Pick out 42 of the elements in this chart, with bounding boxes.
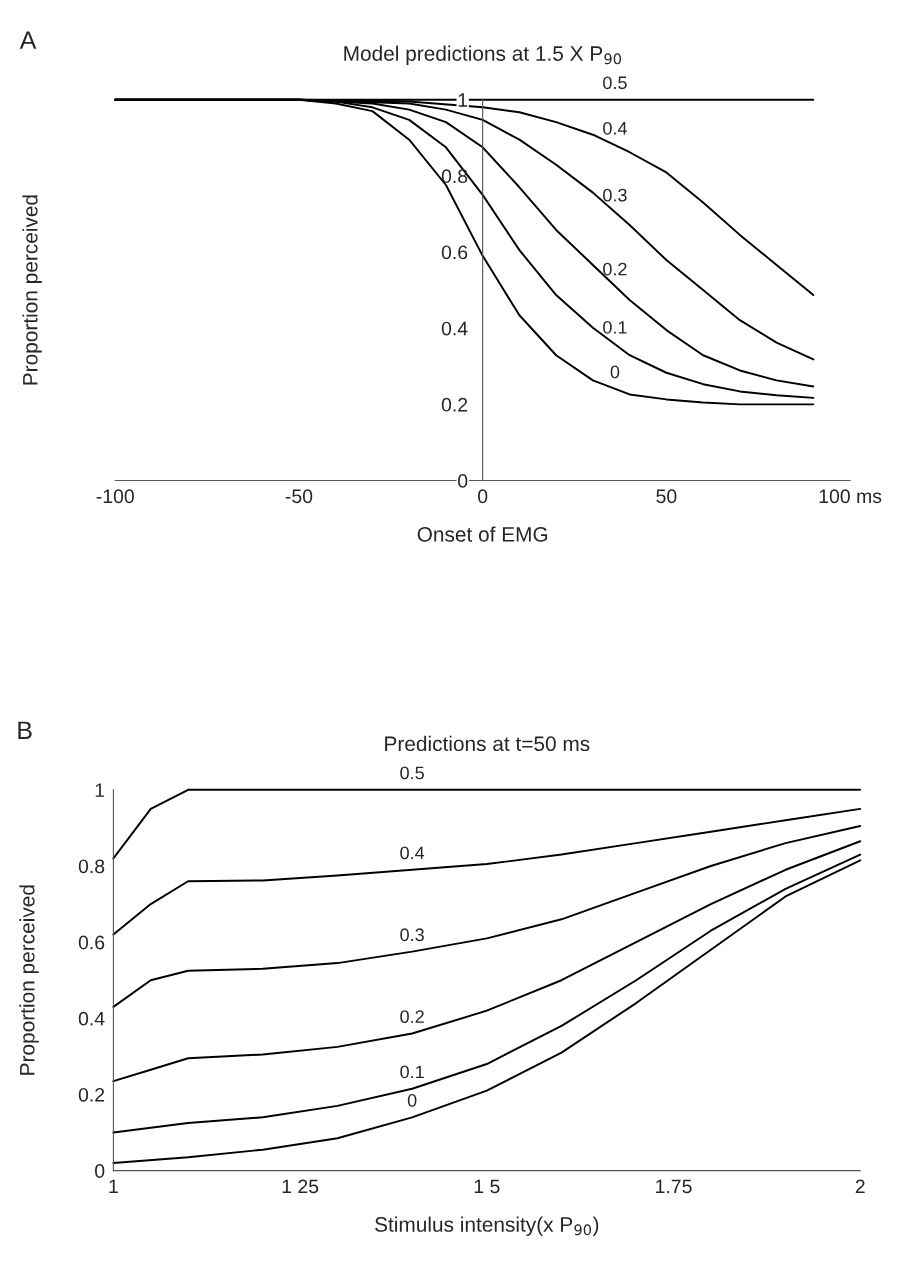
y-axis-title: Proportion perceived [19,885,39,1075]
x-tick-label: 1 [109,1179,118,1194]
x-axis-title: Onset of EMG [417,526,548,542]
x-tick-label: 1.75 [656,1179,692,1194]
y-axis-title: Proportion perceived [22,195,42,385]
text: A [19,31,37,49]
y-tick-label: 0.6 [441,245,468,260]
y-tick-label: 0 [458,474,468,488]
series-label: 0.2 [400,1010,424,1024]
y-tick-label: 0.2 [78,1087,105,1102]
chart-title: Model predictions at 1.5 X P$_{90}$ [344,45,622,66]
x-tick-label: 100 ms [819,489,882,504]
series-label: 0.5 [603,76,627,90]
y-tick-label: 0.6 [78,935,105,950]
series-label: 0.3 [400,928,424,942]
y-tick-label: 1 [95,783,105,797]
y-tick-label: 0 [95,1164,105,1178]
y-tick-label: 0.4 [441,321,468,336]
x-tick-label: -50 [285,489,313,504]
x-tick-label: 0 [478,489,488,504]
series-label: 0.1 [400,1065,424,1079]
series-label: 0.1 [603,320,627,334]
series-label: 0.3 [603,188,627,202]
y-tick-label: 1 [458,93,468,107]
y-tick-label: 0.8 [78,859,105,874]
x-tick-label: 2 [855,1179,865,1194]
x-tick-label: 1 25 [282,1179,319,1194]
text: B [18,721,32,739]
x-tick-label: 1 5 [474,1179,500,1194]
series-label: 0 [407,1094,417,1107]
x-tick-label: -100 [96,489,134,504]
series-label: 0 [610,365,620,379]
chart-title: Predictions at t=50 ms [385,735,590,752]
y-tick-label: 0.8 [441,169,468,184]
x-axis-title: Stimulus intensity(x P$_{90}$) [375,1216,599,1236]
series-label: 0.2 [603,262,627,276]
y-tick-label: 0.4 [78,1011,105,1026]
series-label: 0.4 [400,846,425,860]
series-label: 0.4 [603,121,627,135]
series-label: 0.5 [400,766,424,780]
y-tick-label: 0.2 [441,397,468,412]
x-tick-label: 50 [656,489,677,504]
